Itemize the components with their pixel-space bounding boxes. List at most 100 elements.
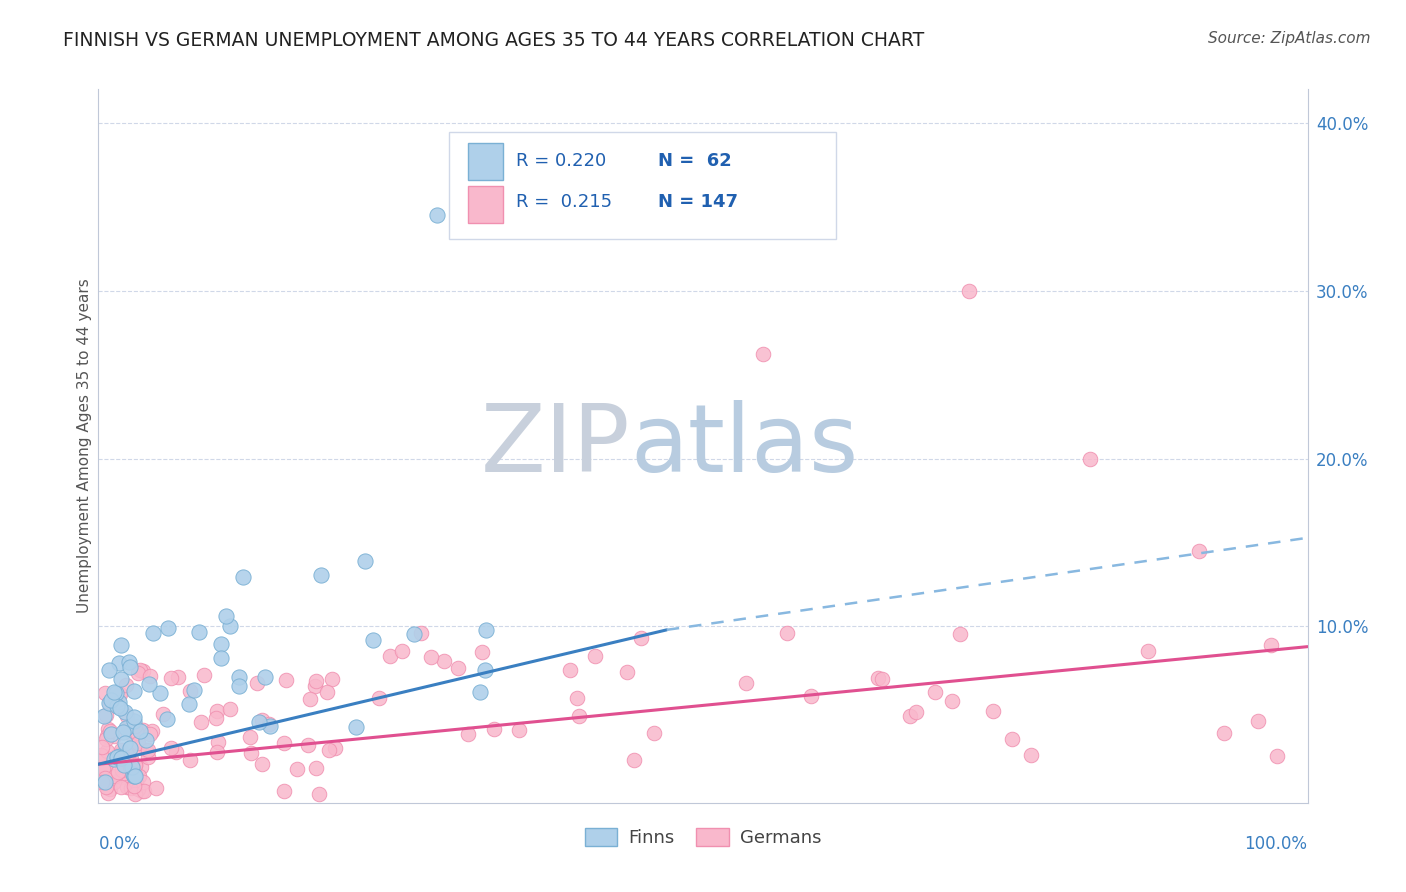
- Point: [239, 731, 262, 745]
- Point: [98, 698, 121, 712]
- Point: [115, 708, 138, 723]
- Point: [124, 768, 146, 782]
- Text: atlas: atlas: [630, 400, 859, 492]
- Point: [118, 655, 141, 669]
- Point: [630, 632, 652, 646]
- Point: [100, 693, 122, 707]
- Point: [1188, 544, 1211, 558]
- Point: [583, 649, 606, 664]
- Point: [97, 696, 120, 710]
- Point: [315, 685, 337, 699]
- Point: [121, 760, 143, 774]
- Point: [125, 775, 148, 789]
- Point: [96, 729, 118, 743]
- Point: [136, 749, 159, 764]
- Point: [273, 784, 295, 798]
- Point: [136, 743, 159, 757]
- Point: [240, 746, 263, 760]
- Point: [129, 663, 152, 677]
- Point: [141, 724, 163, 739]
- Point: [800, 689, 823, 703]
- Point: [207, 734, 229, 748]
- Point: [471, 645, 494, 659]
- Point: [110, 743, 132, 757]
- Point: [187, 625, 209, 640]
- Point: [167, 670, 190, 684]
- Point: [776, 626, 799, 640]
- Point: [246, 676, 269, 690]
- Point: [1137, 644, 1160, 658]
- Point: [252, 714, 274, 728]
- Point: [558, 663, 581, 677]
- Point: [1019, 748, 1042, 763]
- Text: FINNISH VS GERMAN UNEMPLOYMENT AMONG AGES 35 TO 44 YEARS CORRELATION CHART: FINNISH VS GERMAN UNEMPLOYMENT AMONG AGE…: [63, 31, 925, 50]
- Point: [124, 757, 146, 772]
- Point: [131, 783, 153, 797]
- Point: [124, 758, 146, 772]
- Point: [115, 721, 138, 735]
- Point: [115, 757, 138, 772]
- Point: [127, 736, 149, 750]
- Text: 100.0%: 100.0%: [1244, 835, 1308, 853]
- Point: [205, 745, 228, 759]
- Point: [433, 653, 456, 667]
- Point: [354, 554, 377, 568]
- Point: [93, 748, 115, 763]
- Point: [209, 651, 232, 665]
- Point: [474, 664, 496, 678]
- Point: [297, 739, 319, 753]
- Point: [107, 765, 129, 780]
- Point: [904, 705, 927, 719]
- Point: [110, 750, 132, 764]
- Point: [97, 786, 120, 800]
- Point: [103, 775, 125, 789]
- Point: [91, 740, 114, 755]
- Point: [115, 761, 138, 775]
- FancyBboxPatch shape: [468, 186, 503, 223]
- Point: [193, 668, 215, 682]
- Point: [103, 729, 125, 743]
- Point: [129, 760, 152, 774]
- Point: [110, 770, 132, 784]
- Point: [204, 711, 226, 725]
- Point: [105, 749, 128, 764]
- Point: [209, 637, 232, 651]
- Point: [179, 697, 201, 711]
- Point: [128, 740, 150, 755]
- Point: [120, 760, 142, 774]
- Point: [426, 208, 449, 222]
- Point: [111, 746, 134, 760]
- Point: [128, 768, 150, 782]
- Point: [110, 748, 132, 763]
- Point: [145, 780, 167, 795]
- Text: ZIP: ZIP: [481, 400, 630, 492]
- Point: [1265, 748, 1288, 763]
- Point: [344, 720, 367, 734]
- Point: [110, 672, 132, 686]
- Point: [132, 664, 155, 678]
- Point: [475, 623, 498, 637]
- Point: [299, 692, 322, 706]
- Text: R =  0.215: R = 0.215: [516, 193, 612, 211]
- Point: [93, 709, 115, 723]
- Point: [447, 661, 470, 675]
- Point: [120, 781, 142, 796]
- Point: [107, 698, 129, 713]
- Point: [138, 677, 160, 691]
- Point: [1212, 726, 1234, 740]
- Point: [250, 756, 273, 771]
- Point: [122, 769, 145, 783]
- Point: [139, 727, 162, 741]
- Point: [420, 650, 443, 665]
- Point: [305, 761, 328, 775]
- Point: [957, 284, 980, 298]
- Point: [122, 729, 145, 743]
- Point: [105, 749, 128, 764]
- Point: [219, 618, 242, 632]
- Point: [368, 691, 391, 706]
- Point: [111, 724, 134, 739]
- Text: N =  62: N = 62: [658, 152, 733, 170]
- Point: [122, 710, 145, 724]
- Point: [91, 775, 114, 789]
- Point: [121, 766, 143, 780]
